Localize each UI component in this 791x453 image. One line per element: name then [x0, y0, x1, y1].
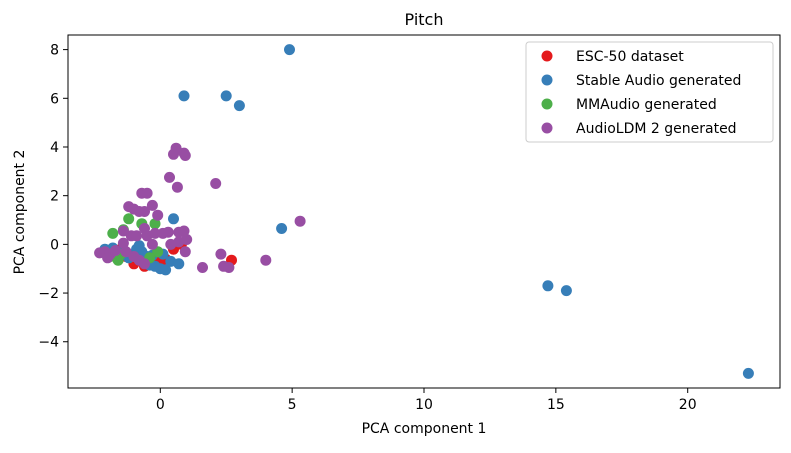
point-series-3-39 — [179, 246, 191, 258]
point-series-3-13 — [146, 199, 158, 211]
point-series-3-22 — [162, 226, 174, 238]
point-series-3-8 — [141, 187, 153, 199]
point-series-3-15 — [294, 215, 306, 227]
chart-title: Pitch — [405, 10, 444, 29]
point-series-3-14 — [152, 209, 164, 221]
point-series-3-32 — [102, 252, 114, 264]
legend-marker — [541, 98, 553, 110]
point-series-1-1 — [178, 90, 190, 102]
point-series-3-6 — [210, 178, 222, 189]
x-axis-ticks: 0 5 10 15 20 — [156, 388, 697, 413]
legend: ESC-50 dataset Stable Audio generated MMAu… — [525, 41, 774, 143]
point-series-2-4 — [149, 218, 161, 230]
point-series-3-12 — [139, 206, 150, 217]
point-series-1-6 — [542, 280, 554, 292]
point-series-3-43 — [223, 262, 235, 273]
point-series-1-2 — [220, 90, 232, 102]
y-tick-label: 2 — [50, 189, 59, 205]
point-series-3-38 — [165, 238, 177, 250]
point-series-1-3 — [233, 100, 245, 112]
y-tick-label: 8 — [50, 43, 59, 59]
point-series-3-20 — [149, 227, 161, 239]
data-points — [94, 44, 754, 379]
legend-frame — [525, 41, 774, 143]
x-tick-label: 5 — [288, 397, 297, 413]
legend-label: AudioLDM 2 generated — [576, 121, 737, 137]
point-series-3-40 — [197, 262, 208, 273]
point-series-3-4 — [164, 171, 175, 183]
legend-label: Stable Audio generated — [576, 73, 741, 89]
legend-marker — [541, 50, 553, 62]
point-series-1-28 — [133, 240, 145, 252]
y-axis-ticks: −4 −2 0 2 4 6 8 — [38, 43, 68, 351]
point-series-3-44 — [260, 254, 272, 266]
x-tick-label: 20 — [679, 397, 697, 413]
point-series-3-37 — [139, 258, 150, 270]
legend-label: ESC-50 dataset — [576, 49, 684, 65]
point-series-3-28 — [117, 237, 129, 249]
point-series-3-2 — [168, 148, 179, 160]
legend-marker — [541, 122, 553, 134]
point-series-3-24 — [178, 225, 190, 237]
y-tick-label: 0 — [50, 237, 59, 253]
y-tick-label: 4 — [50, 140, 59, 156]
point-series-3-33 — [110, 245, 121, 256]
point-series-3-3 — [179, 150, 191, 161]
point-series-1-20 — [160, 264, 172, 276]
x-tick-label: 15 — [547, 397, 565, 413]
point-series-3-45 — [146, 238, 158, 250]
x-tick-label: 10 — [415, 397, 433, 413]
legend-label: MMAudio generated — [576, 97, 717, 113]
x-tick-label: 0 — [156, 397, 165, 413]
legend-marker — [541, 74, 553, 86]
point-series-2-8 — [112, 254, 124, 266]
point-series-3-34 — [120, 246, 132, 258]
point-series-1-4 — [168, 213, 179, 225]
point-series-2-1 — [107, 227, 119, 239]
y-tick-label: −4 — [38, 335, 59, 351]
point-series-3-5 — [171, 181, 183, 193]
x-axis-label: PCA component 1 — [362, 421, 487, 437]
point-series-1-22 — [173, 258, 185, 270]
point-series-3-27 — [139, 223, 150, 234]
point-series-1-8 — [742, 367, 754, 379]
point-series-2-0 — [123, 213, 135, 225]
y-tick-label: 6 — [50, 91, 59, 107]
point-series-3-18 — [131, 230, 143, 242]
point-series-1-5 — [276, 223, 288, 234]
point-series-1-7 — [560, 285, 572, 297]
y-tick-label: −2 — [38, 286, 59, 302]
point-series-1-0 — [284, 44, 295, 56]
y-axis-label: PCA component 2 — [12, 150, 28, 275]
point-series-3-16 — [117, 225, 129, 237]
point-series-3-41 — [215, 248, 227, 260]
